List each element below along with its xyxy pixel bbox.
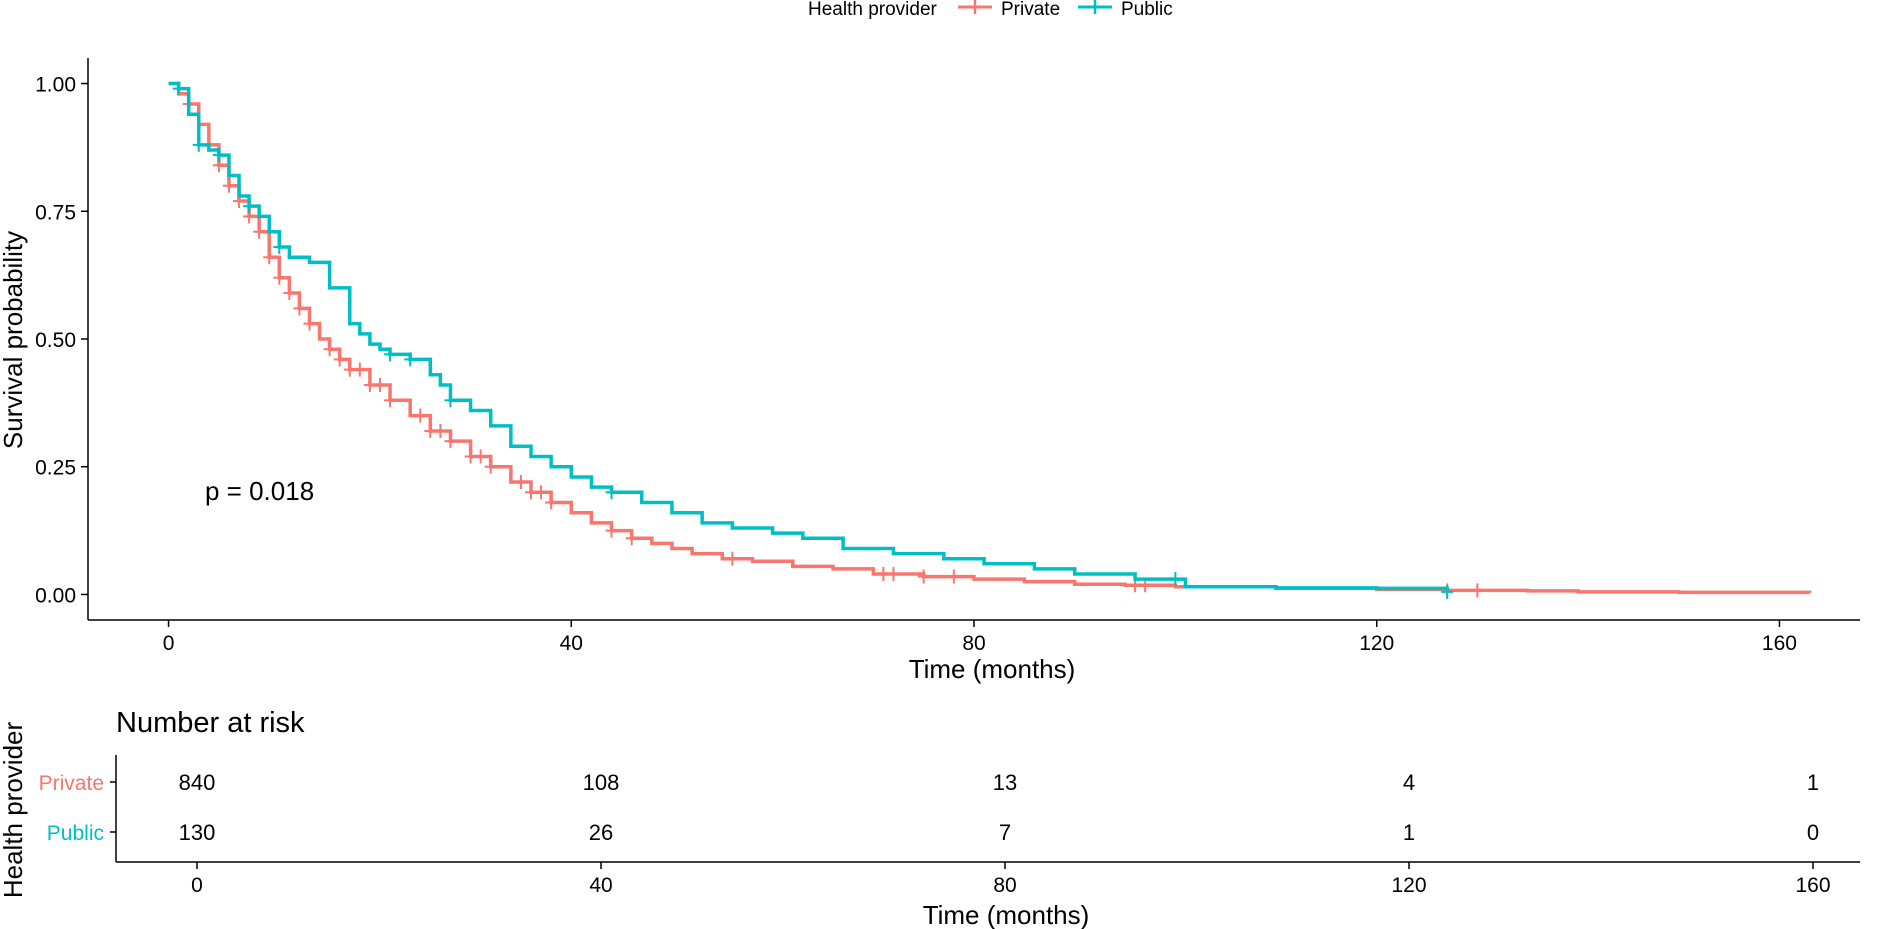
curve-private	[168, 81, 1812, 595]
risk-table: Number at risk Private 840 108 13 4 1 Public 13…	[0, 707, 1860, 929]
risk-x-tick-label: 80	[993, 874, 1016, 897]
legend-title: Health provider	[808, 0, 938, 20]
risk-cell-public: 130	[179, 820, 216, 845]
risk-x-tick-label: 0	[191, 874, 203, 897]
risk-x-tick-label: 120	[1391, 874, 1426, 897]
curve-public	[168, 81, 1449, 592]
risk-rows: Private 840 108 13 4 1 Public 130 26 7 1 0	[39, 770, 1819, 845]
risk-cell-private: 108	[583, 770, 620, 795]
y-ticks: 0.00 0.25 0.50 0.75 1.00	[35, 74, 88, 607]
risk-cell-private: 1	[1807, 770, 1819, 795]
risk-cell-public: 1	[1403, 820, 1415, 845]
risk-cell-private: 13	[993, 770, 1017, 795]
x-tick-label: 40	[560, 632, 583, 655]
risk-x-ticks: 0 40 80 120 160	[191, 862, 1831, 897]
legend-label-private: Private	[1001, 0, 1060, 20]
risk-x-tick-label: 40	[589, 874, 612, 897]
x-ticks: 0 40 80 120 160	[163, 620, 1797, 655]
risk-cell-private: 4	[1403, 770, 1415, 795]
risk-row-label-public: Public	[47, 822, 104, 845]
risk-table-title: Number at risk	[116, 707, 305, 739]
risk-x-tick-label: 160	[1795, 874, 1830, 897]
legend: Health provider Private Public	[808, 0, 1173, 20]
risk-row-label-private: Private	[39, 772, 104, 795]
y-axis-title: Survival probability	[0, 231, 28, 449]
y-tick-label: 0.00	[35, 584, 76, 607]
risk-cell-public: 7	[999, 820, 1011, 845]
x-tick-label: 120	[1359, 632, 1394, 655]
p-value-annotation: p = 0.018	[205, 476, 314, 506]
risk-table-x-title: Time (months)	[923, 900, 1090, 929]
x-axis-title: Time (months)	[909, 654, 1076, 684]
legend-label-public: Public	[1121, 0, 1173, 20]
risk-cell-private: 840	[179, 770, 216, 795]
x-tick-label: 160	[1762, 632, 1797, 655]
risk-cell-public: 0	[1807, 820, 1819, 845]
y-tick-label: 0.75	[35, 201, 76, 224]
survival-plot: 0.00 0.25 0.50 0.75 1.00 0 40 80 120 160 p = 0.0…	[0, 58, 1860, 684]
risk-table-y-title: Health provider	[0, 722, 28, 899]
y-tick-label: 0.50	[35, 329, 76, 352]
y-tick-label: 1.00	[35, 74, 76, 97]
survival-curves	[168, 81, 1812, 599]
risk-cell-public: 26	[589, 820, 613, 845]
x-tick-label: 80	[962, 632, 985, 655]
y-tick-label: 0.25	[35, 457, 76, 480]
x-tick-label: 0	[163, 632, 175, 655]
